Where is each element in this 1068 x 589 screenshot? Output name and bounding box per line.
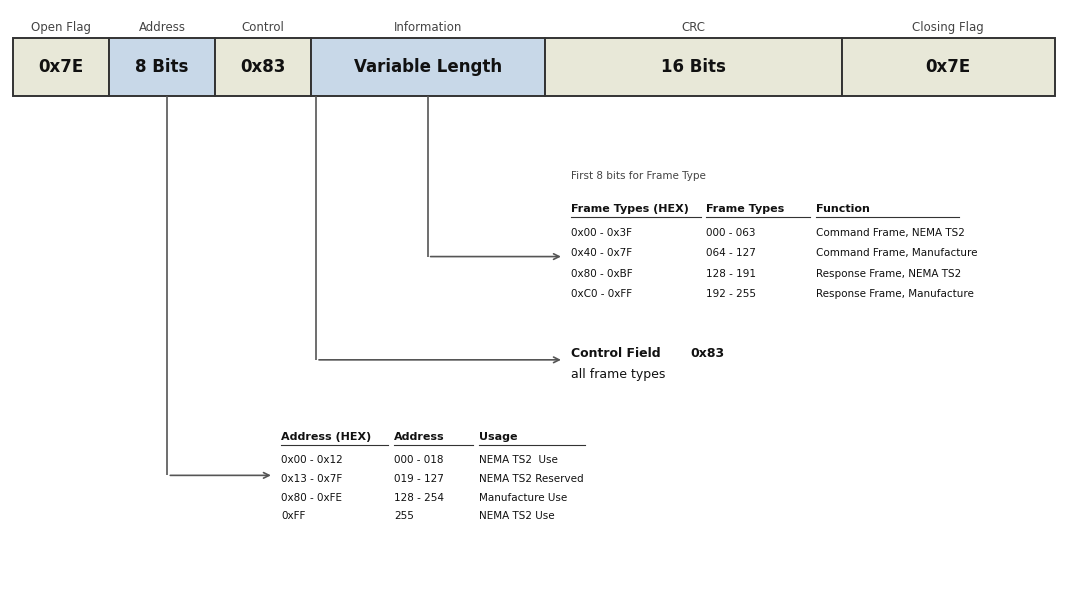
- Text: 0x40 - 0x7F: 0x40 - 0x7F: [571, 249, 632, 259]
- Text: Address (HEX): Address (HEX): [281, 432, 372, 442]
- Text: Address: Address: [139, 21, 186, 34]
- FancyBboxPatch shape: [14, 38, 109, 96]
- Text: Variable Length: Variable Length: [354, 58, 502, 76]
- Text: Control: Control: [241, 21, 284, 34]
- Text: 128 - 254: 128 - 254: [394, 493, 444, 503]
- Text: Address: Address: [394, 432, 444, 442]
- Text: Information: Information: [394, 21, 462, 34]
- Text: NEMA TS2  Use: NEMA TS2 Use: [478, 455, 557, 465]
- Text: Frame Types: Frame Types: [706, 204, 784, 214]
- Text: 0x7E: 0x7E: [926, 58, 971, 76]
- Text: 0x00 - 0x3F: 0x00 - 0x3F: [571, 228, 632, 238]
- Text: 0x13 - 0x7F: 0x13 - 0x7F: [281, 474, 343, 484]
- FancyBboxPatch shape: [545, 38, 842, 96]
- Text: Frame Types (HEX): Frame Types (HEX): [571, 204, 689, 214]
- Text: 0x83: 0x83: [690, 347, 724, 360]
- Text: 8 Bits: 8 Bits: [136, 58, 189, 76]
- Text: Closing Flag: Closing Flag: [912, 21, 985, 34]
- Text: First 8 bits for Frame Type: First 8 bits for Frame Type: [571, 171, 706, 181]
- Text: Command Frame, Manufacture: Command Frame, Manufacture: [816, 249, 977, 259]
- Text: 0xFF: 0xFF: [281, 511, 305, 521]
- Text: 000 - 063: 000 - 063: [706, 228, 756, 238]
- FancyBboxPatch shape: [842, 38, 1054, 96]
- Text: 0x83: 0x83: [240, 58, 286, 76]
- Text: Open Flag: Open Flag: [31, 21, 91, 34]
- Text: 0x80 - 0xBF: 0x80 - 0xBF: [571, 269, 633, 279]
- Text: Response Frame, Manufacture: Response Frame, Manufacture: [816, 289, 973, 299]
- FancyBboxPatch shape: [216, 38, 311, 96]
- Text: Manufacture Use: Manufacture Use: [478, 493, 567, 503]
- Text: 019 - 127: 019 - 127: [394, 474, 443, 484]
- Text: Control Field: Control Field: [571, 347, 665, 360]
- Text: NEMA TS2 Use: NEMA TS2 Use: [478, 511, 554, 521]
- Text: 0xC0 - 0xFF: 0xC0 - 0xFF: [571, 289, 632, 299]
- Text: Usage: Usage: [478, 432, 517, 442]
- FancyBboxPatch shape: [109, 38, 216, 96]
- Text: CRC: CRC: [681, 21, 705, 34]
- Text: Response Frame, NEMA TS2: Response Frame, NEMA TS2: [816, 269, 961, 279]
- Text: all frame types: all frame types: [571, 368, 665, 381]
- Text: 0x00 - 0x12: 0x00 - 0x12: [281, 455, 343, 465]
- Text: 192 - 255: 192 - 255: [706, 289, 756, 299]
- Text: 064 - 127: 064 - 127: [706, 249, 756, 259]
- Text: Command Frame, NEMA TS2: Command Frame, NEMA TS2: [816, 228, 964, 238]
- Text: 000 - 018: 000 - 018: [394, 455, 443, 465]
- Text: NEMA TS2 Reserved: NEMA TS2 Reserved: [478, 474, 583, 484]
- Text: Function: Function: [816, 204, 869, 214]
- FancyBboxPatch shape: [311, 38, 545, 96]
- Text: 255: 255: [394, 511, 413, 521]
- Text: 16 Bits: 16 Bits: [661, 58, 726, 76]
- Text: 0x7E: 0x7E: [38, 58, 83, 76]
- Text: 0x80 - 0xFE: 0x80 - 0xFE: [281, 493, 342, 503]
- Text: 128 - 191: 128 - 191: [706, 269, 756, 279]
